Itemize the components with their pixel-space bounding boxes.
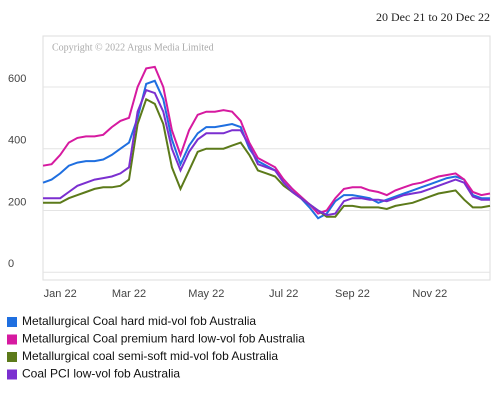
x-tick-label: Jan 22 [44, 288, 77, 300]
x-tick-label: Jul 22 [269, 288, 298, 300]
x-tick-label: Nov 22 [412, 288, 447, 300]
line-series [43, 88, 490, 217]
legend-label: Metallurgical Coal hard mid-vol fob Aust… [22, 314, 256, 328]
watermark: Copyright © 2022 Argus Media Limited [52, 42, 214, 53]
legend-label: Metallurgical coal semi-soft mid-vol fob… [22, 349, 278, 363]
chart-subtitle: 20 Dec 21 to 20 Dec 22 [376, 10, 490, 24]
y-tick-label: 0 [8, 258, 14, 270]
x-tick-label: Mar 22 [112, 288, 146, 300]
x-tick-label: May 22 [188, 288, 224, 300]
legend-swatch [7, 317, 17, 327]
y-tick-label: 400 [8, 135, 26, 147]
legend-swatch [7, 334, 17, 345]
plot-frame [42, 35, 491, 281]
legend-label: Metallurgical Coal premium hard low-vol … [22, 332, 305, 346]
legend-swatch [7, 369, 17, 380]
x-tick-label: Sep 22 [335, 288, 370, 300]
legend-label: Coal PCI low-vol fob Australia [22, 367, 180, 381]
y-tick-label: 600 [8, 73, 26, 85]
legend-swatch [7, 352, 17, 362]
line-series [43, 97, 491, 218]
line-series [42, 65, 491, 215]
line-series [42, 79, 490, 220]
y-tick-label: 200 [8, 196, 26, 208]
